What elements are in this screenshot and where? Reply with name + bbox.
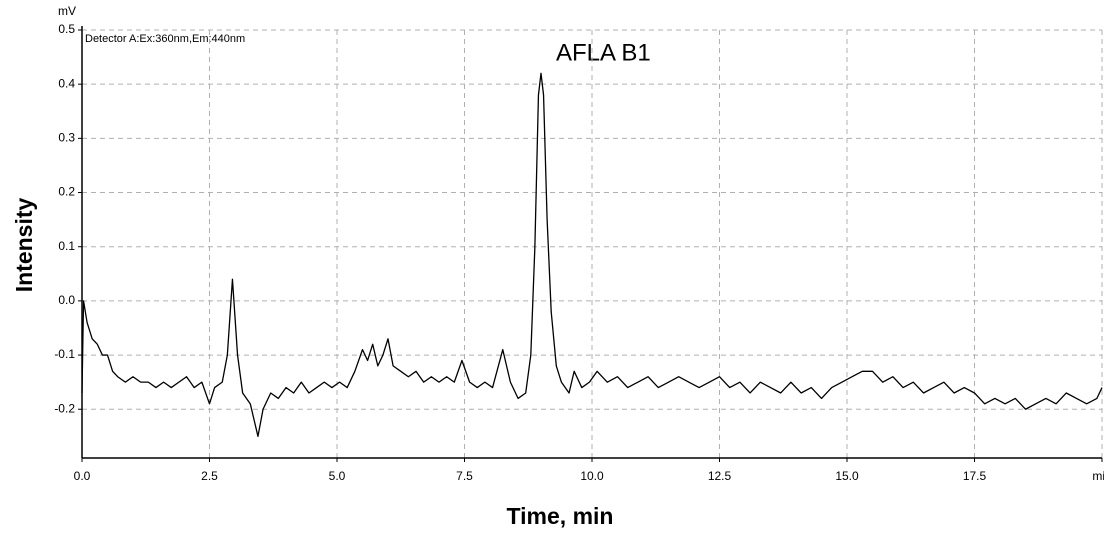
y-tick-label: 0.3 [58,131,75,145]
y-axis-label: Intensity [11,198,37,293]
x-tick-label: 17.5 [963,469,987,483]
y-tick-label: 0.0 [58,293,75,307]
x-tick-label: 2.5 [201,469,218,483]
x-tick-label: 15.0 [835,469,859,483]
y-tick-label: -0.1 [54,347,75,361]
x-tick-label: 12.5 [708,469,732,483]
x-tick-label: 7.5 [456,469,473,483]
peak-annotation: AFLA B1 [556,39,651,66]
x-tick-label: 5.0 [329,469,346,483]
x-tick-label: 10.0 [580,469,604,483]
y-tick-label: 0.5 [58,22,75,36]
y-tick-label: -0.2 [54,401,75,415]
signal-line [81,72,1103,437]
y-tick-label: 0.4 [58,76,75,90]
detector-label: Detector A:Ex:360nm,Em:440nm [85,33,245,45]
y-unit: mV [58,4,76,18]
x-tick-label: min [1092,469,1104,483]
y-tick-label: 0.2 [58,185,75,199]
y-tick-label: 0.1 [58,239,75,253]
x-axis-label: Time, min [507,503,614,529]
x-tick-label: 0.0 [74,469,91,483]
